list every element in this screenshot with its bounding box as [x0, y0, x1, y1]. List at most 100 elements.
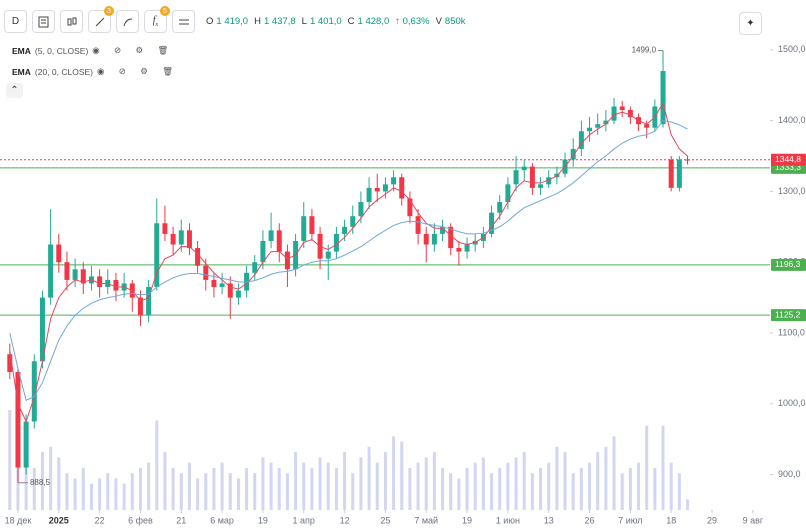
indicator-row: EMA (20, 0, CLOSE) ◉ ⊘ ⚙ 🗑 — [12, 66, 179, 77]
candle-body — [219, 283, 225, 287]
candle-body — [497, 202, 503, 213]
volume-bar — [522, 452, 526, 510]
candle-body — [97, 276, 103, 287]
candle-body — [619, 106, 625, 110]
candle-body — [48, 244, 54, 298]
indicators-button[interactable]: fx 5 — [144, 6, 170, 33]
ai-button[interactable]: ✦ — [739, 12, 762, 35]
settings-button[interactable] — [172, 10, 195, 33]
price-tag-label: 1344,8 — [775, 154, 801, 164]
y-tick-label: 1400,0 — [778, 115, 806, 125]
candle-body — [382, 184, 388, 192]
change: ↑ 0,63% — [395, 16, 430, 27]
indicator-name: EMA — [12, 66, 31, 77]
volume-bar — [416, 462, 420, 510]
candle-body — [374, 187, 380, 192]
price-tag-label: 1125,2 — [775, 309, 801, 319]
price-tag — [771, 258, 806, 271]
price-tag — [771, 153, 806, 166]
volume-bar — [400, 441, 404, 510]
candle-body — [235, 290, 241, 298]
candle-body — [464, 244, 470, 252]
volume-value: 850k — [444, 16, 466, 27]
volume-bar — [457, 478, 461, 510]
candle-body — [309, 216, 315, 234]
volume-bar — [204, 473, 208, 510]
candle-body — [685, 159, 691, 161]
candle-body — [195, 248, 201, 266]
volume-bar — [645, 425, 649, 510]
draw-button[interactable]: 3 — [88, 6, 114, 33]
candle-body — [578, 131, 584, 149]
price-tag-label: 1196,3 — [775, 259, 801, 269]
candle-body — [391, 177, 397, 185]
ohlc-value: 1 401,0 — [309, 16, 342, 27]
x-tick-label: 9 авг — [743, 515, 764, 525]
timeframe-button[interactable]: D — [4, 10, 27, 33]
candle-body — [513, 170, 519, 185]
volume-bar — [261, 457, 265, 510]
candle-body — [456, 248, 462, 252]
volume-bar — [392, 436, 396, 510]
volume-bar — [269, 462, 273, 510]
volume-bar — [89, 483, 93, 510]
x-tick-label: 6 фев — [128, 515, 153, 525]
candle-body — [260, 240, 266, 263]
volume-bar — [179, 473, 183, 510]
indicator-name: EMA — [12, 45, 31, 56]
candle-body — [203, 265, 209, 280]
x-tick-label: 6 мар — [210, 515, 234, 525]
candle-body — [448, 226, 454, 249]
volume-bar — [326, 462, 330, 510]
candle-body — [358, 202, 364, 217]
candle-body — [431, 233, 437, 245]
volume-bar — [163, 452, 167, 510]
volume-bar — [155, 420, 159, 510]
volume-bar — [359, 457, 363, 510]
volume-bar — [473, 462, 477, 510]
candles-button[interactable] — [60, 10, 83, 33]
x-tick-label: 2025 — [49, 515, 69, 525]
candle-body — [162, 223, 168, 234]
candle-body — [186, 230, 192, 249]
volume-bar — [114, 478, 118, 510]
x-tick-label: 12 — [340, 515, 350, 525]
candle-body — [64, 262, 70, 280]
volume-bar — [588, 462, 592, 510]
indicator-icons[interactable]: ◉ ⊘ ⚙ 🗑 — [92, 45, 175, 55]
candle-body — [489, 212, 495, 234]
collapse-button[interactable]: ⌃ — [6, 83, 23, 98]
volume-bar — [408, 467, 412, 510]
shapes-button[interactable] — [116, 10, 139, 33]
ohlc-key: C — [347, 16, 355, 27]
volume-bar — [604, 446, 608, 510]
volume-bar — [122, 483, 126, 510]
candle-body — [211, 279, 217, 287]
indicator-icons[interactable]: ◉ ⊘ ⚙ 🗑 — [97, 66, 180, 76]
volume-bar — [334, 467, 338, 510]
chart-type-button[interactable] — [32, 10, 55, 33]
volume-bar — [432, 452, 436, 510]
volume-bar — [686, 499, 690, 510]
candle-body — [23, 421, 29, 468]
volume-bar — [555, 446, 559, 510]
volume-bar — [490, 473, 494, 510]
volume-bar — [596, 452, 600, 510]
volume-bar — [375, 462, 379, 510]
candle-body — [137, 297, 143, 316]
x-tick-label: 13 — [544, 515, 554, 525]
volume-bar — [147, 462, 151, 510]
volume-bar — [32, 467, 36, 510]
candle-body — [627, 110, 633, 118]
candle-body — [7, 354, 13, 372]
volume-bar — [539, 467, 543, 510]
volume-bar — [212, 467, 216, 510]
volume-bar — [228, 473, 232, 510]
candle-body — [546, 177, 552, 185]
x-tick-label: 1 июн — [496, 515, 520, 525]
volume-bar — [383, 452, 387, 510]
annotation-label: 1499,0 — [632, 46, 657, 55]
x-tick-label: 7 май — [414, 515, 438, 525]
